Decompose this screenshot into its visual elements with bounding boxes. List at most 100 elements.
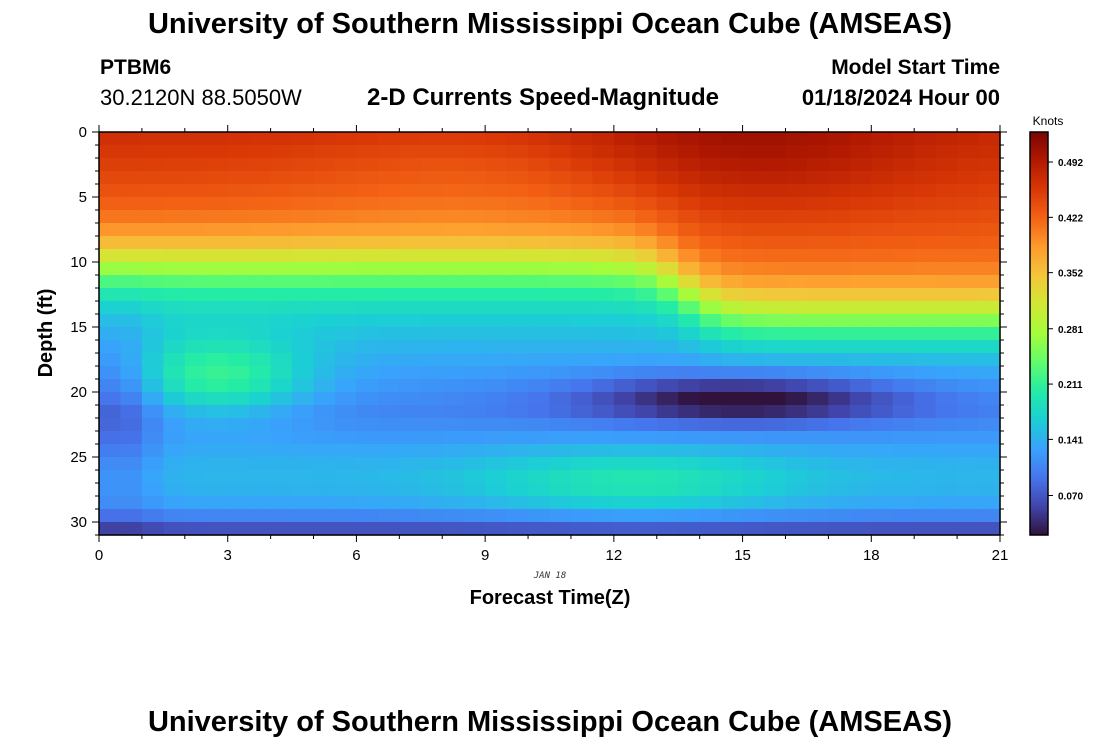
heatmap-cell [828,340,851,354]
heatmap-cell [721,249,744,263]
heatmap-cell [313,470,336,484]
heatmap-cell [892,171,915,185]
heatmap-cell [914,509,937,523]
colorbar-tick-label: 0.492 [1058,158,1083,169]
heatmap-cell [914,197,937,211]
heatmap-cell [206,366,229,380]
heatmap-cell [613,223,636,237]
colorbar-tick-label: 0.281 [1058,325,1083,336]
heatmap-cell [506,184,529,198]
heatmap-cell [334,392,358,406]
heatmap-cell [592,522,615,536]
heatmap-cell [699,392,722,406]
heatmap-cell [914,457,937,471]
heatmap-cell [699,288,722,302]
heatmap-cell [141,509,164,523]
heatmap-cell [141,340,164,354]
heatmap-cell [399,158,422,172]
heatmap-cell [892,210,915,224]
heatmap-cell [420,197,443,211]
heatmap-cell [163,210,186,224]
heatmap-cell [785,483,808,497]
y-axis-label: Depth (ft) [35,289,57,378]
heatmap-cell [399,171,422,185]
heatmap-cell [742,509,765,523]
heatmap-cell [206,314,229,328]
heatmap-cell [892,496,915,510]
heatmap-cell [806,340,829,354]
heatmap-cell [463,275,486,289]
heatmap-cell [635,249,658,263]
heatmap-cell [377,418,400,432]
heatmap-cell [742,366,765,380]
heatmap-cell [635,431,658,445]
heatmap-cell [528,275,551,289]
heatmap-cell [420,457,443,471]
chart-title-top: University of Southern Mississippi Ocean… [147,8,953,40]
heatmap-cell [935,353,958,367]
heatmap-cell [549,314,572,328]
heatmap-cell [785,470,808,484]
heatmap-cell [377,327,400,341]
y-tick-label: 30 [70,514,87,531]
heatmap-cell [785,158,808,172]
heatmap-cell [420,496,443,510]
heatmap-cell [892,314,915,328]
heatmap-cell [656,392,679,406]
heatmap-cell [334,223,358,237]
heatmap-cell [742,457,765,471]
heatmap-cell [764,444,787,458]
heatmap-cell [227,353,250,367]
heatmap-cell [699,444,722,458]
heatmap-cell [764,145,787,159]
heatmap-cell [678,392,701,406]
heatmap-cell [442,171,465,185]
heatmap-cell [785,275,808,289]
heatmap-cell [399,509,422,523]
heatmap-cell [828,145,851,159]
heatmap-cell [828,288,851,302]
heatmap-cell [742,184,765,198]
heatmap-cell [442,314,465,328]
heatmap-cell [806,275,829,289]
heatmap-cell [570,301,593,315]
heatmap-cell [249,236,272,250]
heatmap-cell [849,457,872,471]
heatmap-cell [528,392,551,406]
heatmap-cell [935,262,958,276]
heatmap-cell [914,236,937,250]
heatmap-cell [742,314,765,328]
heatmap-cell [613,483,636,497]
heatmap-cell [163,353,186,367]
heatmap-cell [764,353,787,367]
station-coordinates: 30.2120N 88.5050W [100,85,302,110]
heatmap-cell [463,158,486,172]
heatmap-cell [892,132,915,146]
heatmap-cell [871,184,894,198]
heatmap-cell [377,301,400,315]
heatmap-cell [849,158,872,172]
heatmap-cell [742,392,765,406]
heatmap-cell [141,158,164,172]
heatmap-cell [184,249,207,263]
heatmap-cell [442,327,465,341]
heatmap-cell [377,457,400,471]
heatmap-cell [163,301,186,315]
heatmap-cell [935,444,958,458]
heatmap-cell [334,405,358,419]
heatmap-cell [871,223,894,237]
heatmap-cell [206,223,229,237]
heatmap-cell [227,327,250,341]
heatmap-cell [742,353,765,367]
heatmap-cell [656,444,679,458]
heatmap-cell [399,483,422,497]
heatmap-cell [270,145,293,159]
heatmap-cell [592,210,615,224]
heatmap-cell [528,314,551,328]
heatmap-cell [721,314,744,328]
heatmap-cell [849,314,872,328]
heatmap-cell [463,470,486,484]
heatmap-cell [764,379,787,393]
heatmap-cell [249,340,272,354]
heatmap-cell [377,210,400,224]
